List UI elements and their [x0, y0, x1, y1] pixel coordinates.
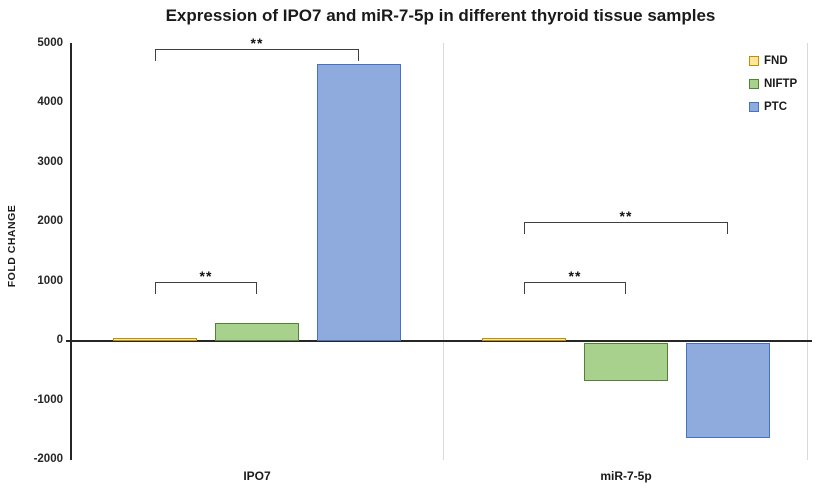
significance-label: ** [619, 208, 633, 224]
bar-fnd-ipo7 [113, 338, 197, 341]
category-label-mir-7-5p: miR-7-5p [600, 469, 652, 483]
y-tick-label: -1000 [33, 393, 63, 406]
legend-label: PTC [764, 101, 787, 113]
bar-niftp-mir-7-5p [584, 342, 668, 382]
legend-swatch-niftp-icon [749, 79, 759, 89]
y-axis-line [70, 43, 72, 460]
y-tick-label: 1000 [37, 274, 63, 287]
significance-bracket [155, 281, 257, 294]
y-tick-label: 5000 [37, 36, 63, 49]
bar-ptc-mir-7-5p [686, 342, 770, 438]
zero-line [66, 340, 812, 342]
category-label-ipo7: IPO7 [243, 469, 271, 483]
y-tick-label: 3000 [37, 155, 63, 168]
bar-ptc-ipo7 [317, 64, 401, 341]
y-tick-label: 0 [56, 334, 63, 346]
significance-bracket [524, 281, 626, 294]
legend-item-niftp: NIFTP [749, 78, 797, 90]
legend-swatch-ptc-icon [749, 102, 759, 112]
legend-item-ptc: PTC [749, 101, 797, 113]
significance-label: ** [250, 35, 264, 52]
category-divider-line [443, 43, 444, 460]
significance-label: ** [568, 267, 582, 284]
legend-label: NIFTP [764, 78, 798, 90]
y-tick-label: 4000 [37, 96, 63, 108]
significance-bracket [524, 222, 728, 234]
legend: FND NIFTP PTC [749, 55, 797, 124]
significance-label: ** [199, 267, 213, 284]
chart-title: Expression of IPO7 and miR-7-5p in diffe… [165, 6, 716, 25]
plot-right-border-line [807, 43, 808, 460]
significance-bracket [155, 49, 359, 62]
y-tick-label: -2000 [33, 453, 63, 465]
y-tick-label: 2000 [37, 215, 63, 227]
legend-label: FND [764, 55, 788, 67]
legend-item-fnd: FND [749, 55, 797, 67]
bar-niftp-ipo7 [215, 323, 299, 341]
legend-swatch-fnd-icon [749, 56, 759, 66]
bar-fnd-mir-7-5p [482, 338, 566, 341]
